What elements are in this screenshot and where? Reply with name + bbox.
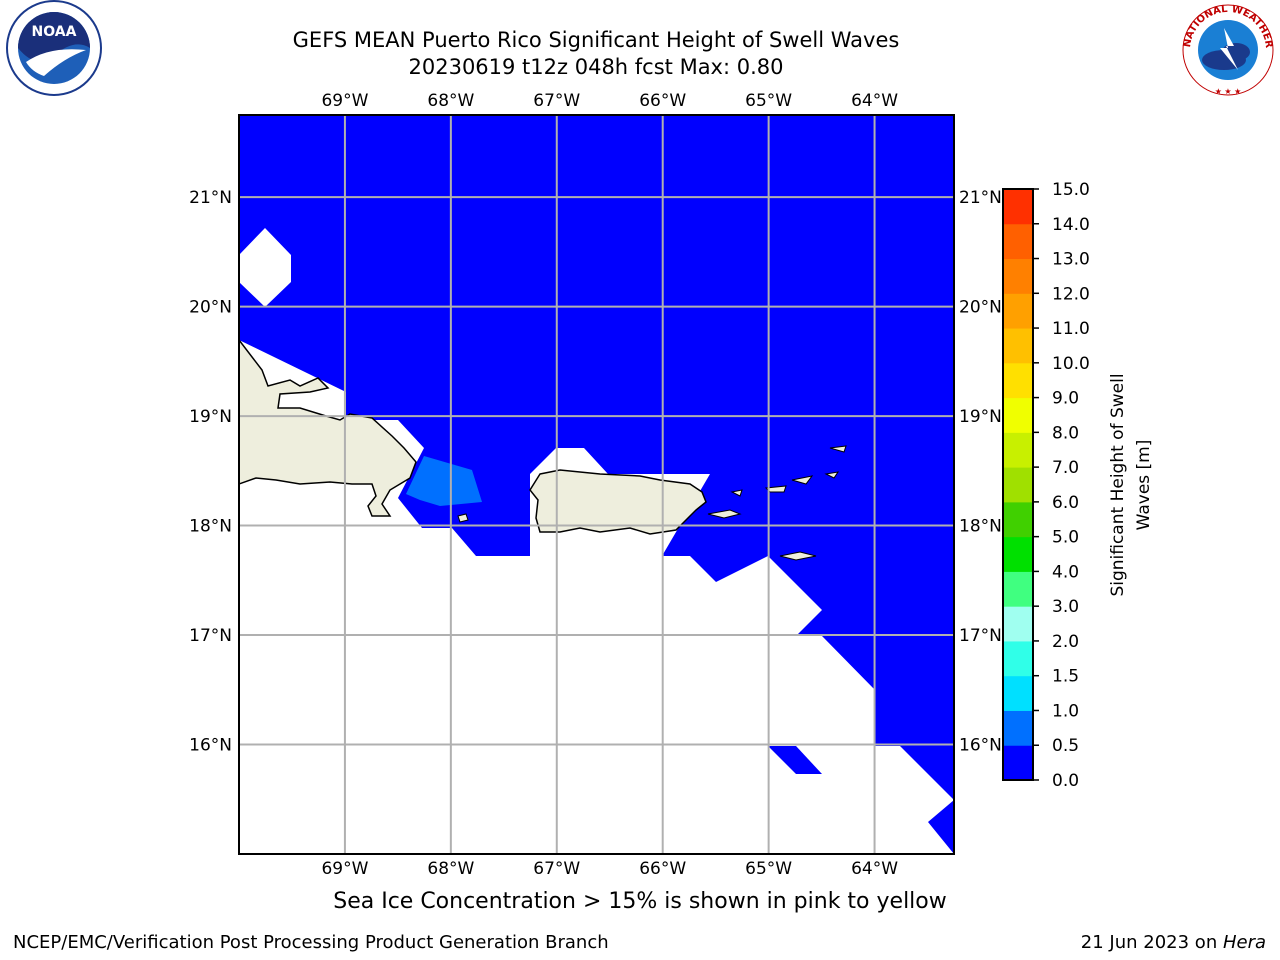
map-area: [239, 115, 954, 854]
lat-label-left: 16°N: [189, 736, 232, 756]
colorbar-tick-label: 7.0: [1052, 458, 1079, 478]
colorbar-tick-label: 11.0: [1052, 319, 1090, 339]
colorbar-tick-label: 6.0: [1052, 493, 1079, 513]
lat-label-left: 21°N: [189, 188, 232, 208]
colorbar-tick-label: 1.0: [1052, 701, 1079, 721]
colorbar-tick-label: 1.5: [1052, 667, 1079, 687]
colorbar-swatch: [1003, 189, 1033, 225]
colorbar-swatch: [1003, 467, 1033, 503]
colorbar-tick-label: 4.0: [1052, 562, 1079, 582]
colorbar-swatch: [1003, 293, 1033, 329]
lat-label-left: 19°N: [189, 407, 232, 427]
lon-label-bottom: 67°W: [533, 859, 580, 879]
colorbar-swatch: [1003, 710, 1033, 746]
nws-logo: NATIONAL WEATHER SERVICE ★ ★ ★: [1176, 0, 1274, 96]
lon-label-bottom: 65°W: [745, 859, 792, 879]
svg-text:NOAA: NOAA: [32, 24, 77, 40]
lat-label-right: 20°N: [959, 298, 1002, 318]
svg-text:★ ★ ★: ★ ★ ★: [1215, 87, 1242, 96]
colorbar: 15.0 14.0 13.0 12.0 11.0 10.0 9.0 8.0 7.0 6.0 5.0 4…: [1002, 180, 1090, 791]
lat-label-left: 20°N: [189, 298, 232, 318]
colorbar-tick-label: 12.0: [1052, 284, 1090, 304]
lon-label-top: 67°W: [533, 91, 580, 111]
footer-host: Hera: [1222, 932, 1266, 953]
swell-field-moderate: [406, 456, 482, 506]
lon-label-top: 69°W: [321, 91, 368, 111]
lat-label-right: 18°N: [959, 517, 1002, 537]
colorbar-swatch: [1003, 536, 1033, 572]
colorbar-swatch: [1003, 675, 1033, 711]
lon-label-bottom: 69°W: [321, 859, 368, 879]
map-frame: [238, 114, 955, 855]
colorbar-tick-label: 10.0: [1052, 354, 1090, 374]
lon-label-bottom: 68°W: [427, 859, 474, 879]
colorbar-swatch: [1003, 258, 1033, 294]
lon-label-top: 64°W: [851, 91, 898, 111]
lon-label-top: 68°W: [427, 91, 474, 111]
colorbar-tick-label: 15.0: [1052, 180, 1090, 200]
lon-label-top: 65°W: [745, 91, 792, 111]
lon-label-bottom: 64°W: [851, 859, 898, 879]
colorbar-label: Significant Height of Swell Waves [m]: [1108, 373, 1154, 596]
land-hispaniola: [239, 338, 417, 517]
colorbar-swatch: [1003, 397, 1033, 433]
colorbar-swatch: [1003, 606, 1033, 642]
colorbar-tick-label: 9.0: [1052, 389, 1079, 409]
lat-label-right: 21°N: [959, 188, 1002, 208]
colorbar-tick-label: 5.0: [1052, 528, 1079, 548]
colorbar-tick-label: 2.0: [1052, 632, 1079, 652]
colorbar-tick-label: 13.0: [1052, 250, 1090, 270]
colorbar-swatch: [1003, 362, 1033, 399]
colorbar-swatch: [1003, 745, 1033, 781]
footer-credit: NCEP/EMC/Verification Post Processing Pr…: [13, 932, 609, 953]
colorbar-swatch: [1003, 501, 1033, 538]
lat-label-right: 16°N: [959, 736, 1002, 756]
chart-title: GEFS MEAN Puerto Rico Significant Height…: [292, 28, 900, 52]
colorbar-tick-label: 0.0: [1052, 771, 1079, 791]
footer-date: 21 Jun 2023 on Hera: [1081, 932, 1266, 954]
noaa-logo: NOAA: [6, 0, 102, 96]
lat-label-left: 18°N: [189, 517, 232, 537]
caption: Sea Ice Concentration > 15% is shown in …: [333, 889, 947, 914]
graticule: [239, 115, 954, 854]
swell-field-low: [239, 115, 954, 854]
colorbar-tick-label: 8.0: [1052, 423, 1079, 443]
colorbar-tick-label: 0.5: [1052, 736, 1079, 756]
footer-date-text: 21 Jun 2023 on: [1080, 932, 1223, 953]
chart-subtitle: 20230619 t12z 048h fcst Max: 0.80: [408, 55, 784, 79]
lon-label-bottom: 66°W: [639, 859, 686, 879]
lon-label-top: 66°W: [639, 91, 686, 111]
colorbar-swatch: [1003, 571, 1033, 607]
colorbar-frame: [1002, 188, 1034, 781]
colorbar-swatch: [1003, 432, 1033, 468]
lat-label-right: 19°N: [959, 407, 1002, 427]
colorbar-swatch: [1003, 223, 1033, 260]
lat-label-right: 17°N: [959, 626, 1002, 646]
colorbar-tick-label: 3.0: [1052, 597, 1079, 617]
lat-label-left: 17°N: [189, 626, 232, 646]
colorbar-swatch: [1003, 640, 1033, 677]
colorbar-swatch: [1003, 328, 1033, 364]
colorbar-tick-label: 14.0: [1052, 215, 1090, 235]
